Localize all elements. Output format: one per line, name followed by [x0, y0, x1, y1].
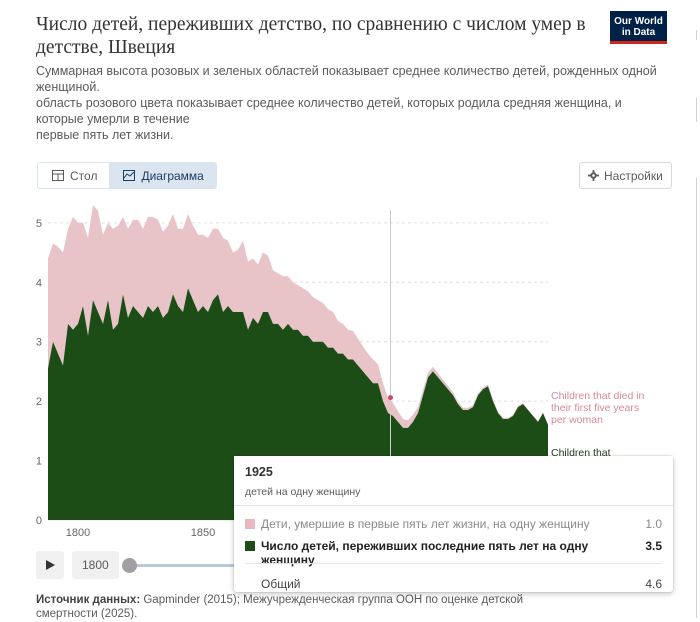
chart-icon [123, 170, 136, 181]
x-axis-ticks: 1800 1850 [66, 527, 215, 539]
tooltip-header: 1925 детей на одну женщину [234, 456, 673, 506]
tooltip-row-label: Дети, умершие в первые пять лет жизни, н… [261, 517, 590, 531]
chart-subtitle: Суммарная высота розовых и зеленых облас… [36, 63, 666, 143]
died-area[interactable] [48, 205, 548, 428]
settings-button[interactable]: Настройки [579, 162, 672, 189]
pink-swatch [245, 519, 255, 529]
x-tick-label: 1800 [66, 527, 90, 539]
pink-series-label: Children that died in [551, 390, 645, 402]
tab-table[interactable]: Стол [38, 163, 109, 188]
start-year-box[interactable]: 1800 [72, 551, 119, 579]
pink-series-label: their first five years [551, 402, 639, 414]
chart-title: Число детей, переживших детство, по срав… [36, 14, 586, 58]
tooltip-row-value: 1.0 [645, 517, 662, 531]
green-swatch [245, 541, 255, 551]
source-note: Источник данных: Gapminder (2015); Межуч… [36, 593, 556, 621]
tab-table-label: Стол [70, 168, 98, 183]
side-panel-edge [684, 0, 700, 622]
side-mark [696, 30, 700, 40]
logo-line-2: in Data [621, 27, 656, 38]
timeline-controls: 1800 [36, 551, 119, 579]
side-mark [696, 98, 700, 122]
source-text: Gapminder (2015); Межучрежденческая груп… [36, 594, 524, 620]
tooltip-body: Дети, умершие в первые пять лет жизни, н… [234, 506, 673, 591]
tab-chart[interactable]: Диаграмма [109, 163, 216, 188]
play-button[interactable] [36, 551, 64, 579]
y-tick-label: 3 [36, 337, 42, 349]
play-icon [45, 560, 55, 570]
table-icon [52, 170, 64, 181]
subtitle-line-2: область розового цвета показывает средне… [36, 96, 622, 126]
tab-chart-label: Диаграмма [141, 168, 204, 183]
subtitle-line-1: Суммарная высота розовых и зеленых облас… [36, 64, 657, 94]
y-tick-label: 4 [36, 277, 42, 289]
side-mark [696, 178, 700, 618]
source-label: Источник данных: [36, 594, 141, 606]
tooltip-divider [245, 563, 662, 564]
tooltip-row-died: Дети, умершие в первые пять лет жизни, н… [245, 517, 662, 531]
timeline-slider-handle[interactable] [122, 558, 137, 573]
logo-line-1: Our World [614, 16, 663, 27]
settings-label: Настройки [604, 168, 663, 183]
pink-series-label: per woman [551, 414, 603, 426]
owid-logo[interactable]: Our World in Data [610, 11, 667, 44]
subtitle-line-3: первые пять лет жизни. [36, 128, 174, 142]
y-tick-label: 5 [36, 218, 42, 230]
view-tabs: Стол Диаграмма [37, 162, 217, 189]
hover-dot [388, 395, 393, 401]
tooltip-row-label: Общий [261, 577, 301, 591]
tooltip-row-value: 4.6 [645, 577, 662, 591]
tooltip-row-value: 3.5 [645, 539, 662, 553]
y-tick-label: 2 [36, 396, 42, 408]
tooltip-unit: детей на одну женщину [245, 486, 361, 498]
hover-tooltip: 1925 детей на одну женщину Дети, умершие… [234, 456, 673, 592]
y-axis-ticks: 0 1 2 3 4 5 [36, 218, 42, 527]
y-tick-label: 1 [36, 456, 42, 468]
gear-icon [588, 170, 599, 181]
x-tick-label: 1850 [191, 527, 215, 539]
tooltip-year: 1925 [245, 465, 273, 479]
tooltip-row-total: Общий 4.6 [245, 577, 662, 591]
y-tick-label: 0 [36, 515, 42, 527]
timeline-slider-track[interactable] [130, 564, 234, 567]
